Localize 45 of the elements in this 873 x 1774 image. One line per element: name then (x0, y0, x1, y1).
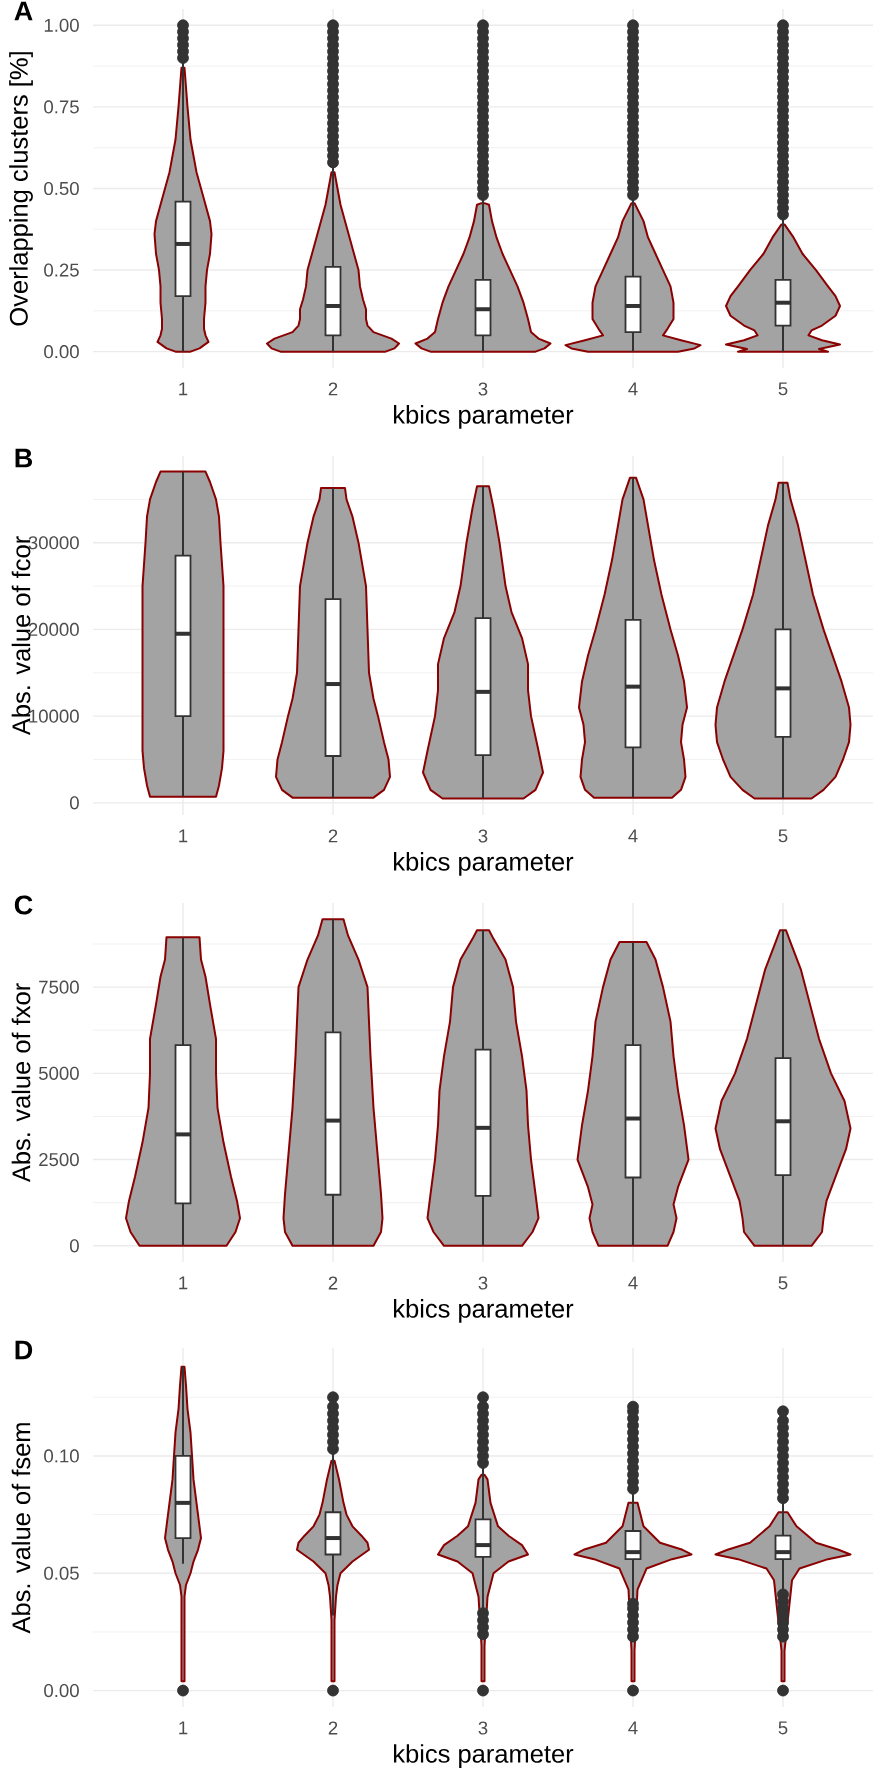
x-tick-label: 1 (179, 1721, 188, 1735)
y-tick-label: 0.10 (44, 1449, 79, 1463)
x-tick-label: 1 (179, 382, 188, 396)
x-axis-title: kbics parameter (394, 1744, 574, 1768)
y-tick-label: 0.25 (44, 263, 79, 277)
x-tick-label: 3 (478, 1721, 488, 1735)
x-tick-label: 2 (328, 382, 338, 396)
x-tick-label: 5 (778, 1276, 788, 1290)
x-tick-label: 1 (179, 829, 188, 843)
y-tick-label: 5000 (38, 1066, 79, 1080)
x-tick-label: 3 (478, 1276, 488, 1290)
y-tick-label: 0 (69, 1239, 79, 1253)
chart-title: D (15, 1340, 33, 1360)
x-tick-label: 3 (478, 382, 488, 396)
y-tick-label: 7500 (39, 980, 79, 994)
chart-title: A (14, 1, 33, 21)
y-axis-title: Abs. value of fsem (11, 1423, 31, 1634)
x-axis-title: kbics parameter (394, 852, 574, 876)
x-tick-label: 3 (478, 829, 488, 843)
x-axis-title: kbics parameter (394, 405, 574, 429)
y-tick-label: 0 (69, 796, 79, 810)
y-tick-label: 1.00 (44, 18, 79, 32)
y-tick-label: 2500 (39, 1153, 79, 1167)
y-axis-title: Overlapping clusters [%] (9, 52, 33, 326)
x-tick-label: 1 (179, 1276, 188, 1290)
x-tick-label: 2 (328, 829, 338, 843)
y-tick-label: 0.75 (44, 100, 79, 114)
x-tick-label: 4 (628, 1721, 638, 1735)
x-tick-label: 4 (628, 829, 638, 843)
y-tick-label: 0.00 (44, 1684, 79, 1698)
y-tick-label: 0.05 (44, 1566, 79, 1580)
x-tick-label: 5 (778, 829, 788, 843)
x-tick-label: 5 (778, 1721, 788, 1735)
x-axis-title: kbics parameter (394, 1299, 574, 1323)
y-axis-title: Abs. value of fxor (11, 983, 31, 1183)
y-tick-label: 10000 (29, 709, 79, 723)
x-tick-label: 2 (328, 1721, 338, 1735)
y-tick-label: 0.00 (44, 345, 79, 359)
chart-title: B (15, 448, 33, 468)
x-tick-label: 4 (628, 382, 638, 396)
x-tick-label: 5 (778, 382, 788, 396)
x-tick-label: 4 (628, 1276, 638, 1290)
x-tick-label: 2 (328, 1276, 338, 1290)
y-tick-label: 0.50 (44, 181, 79, 196)
chart-title: C (14, 895, 33, 915)
